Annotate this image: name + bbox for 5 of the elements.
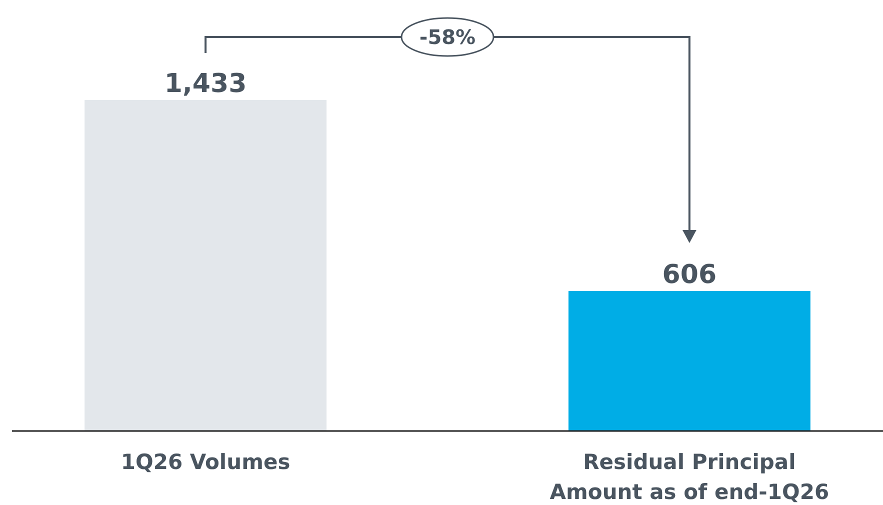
x-tick-label: 1Q26 Volumes [120, 450, 290, 474]
x-tick-label: Residual Principal Amount as of end-1Q26 [550, 450, 830, 504]
text: -58% [419, 25, 476, 49]
data-label: 606 [662, 260, 717, 290]
data-label: 1,433 [164, 69, 247, 99]
